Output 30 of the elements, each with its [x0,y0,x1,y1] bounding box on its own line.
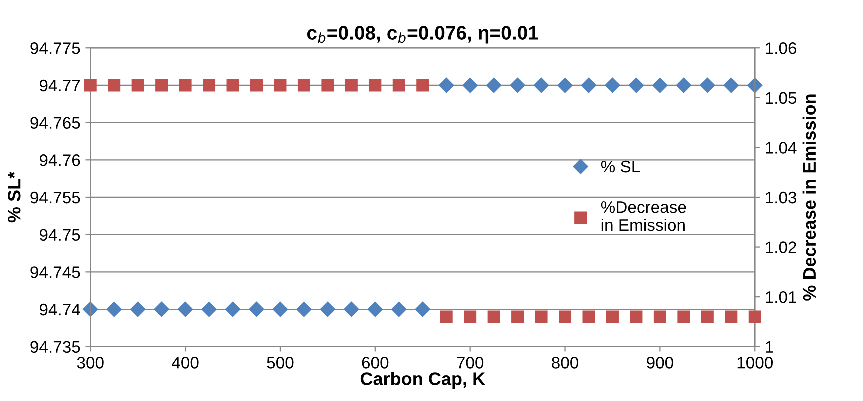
y-tick-label: 94.765 [30,117,80,130]
y-tick-label: 94.74 [40,304,80,316]
y2-axis-title: % Decrease in Emission [802,94,816,301]
y2-tick-label: 1.01 [766,291,796,304]
y2-tick-label: 1.06 [766,42,797,54]
x-tick-label: 1000 [738,357,774,369]
y-tick-label: 94.77 [40,80,80,92]
legend-label: %Decrease in Emission [601,202,686,232]
x-tick-label: 300 [77,357,104,369]
x-tick-label: 900 [647,357,674,369]
x-tick-label: 800 [552,357,579,369]
y2-tick-label: 1.03 [766,192,797,204]
chart-title: c$_{b}$=0.08, c$_{b}$=0.076, η=0.01 [307,26,538,44]
y2-tick-label: 1.05 [766,92,797,104]
y-tick-label: 94.75 [40,229,80,242]
y-tick-label: 94.76 [40,154,80,166]
y2-tick-label: 1.04 [766,142,797,154]
y2-tick-label: 1 [766,341,774,353]
x-tick-label: 500 [267,357,294,369]
y-tick-label: 94.755 [30,192,80,204]
x-tick-label: 400 [172,357,199,369]
legend-label: % SL [601,160,640,173]
y-axis-title: % SL* [8,172,21,223]
y2-tick-label: 1.02 [766,242,796,254]
x-tick-label: 700 [457,357,484,369]
y-tick-label: 94.735 [30,341,80,354]
y-tick-label: 94.745 [30,266,80,278]
y-tick-label: 94.775 [30,42,80,54]
x-tick-label: 600 [362,357,389,369]
x-axis-title: Carbon Cap, K [360,372,486,389]
